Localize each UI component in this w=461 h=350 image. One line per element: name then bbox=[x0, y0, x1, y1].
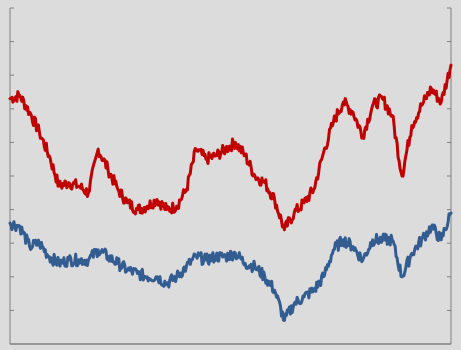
series-line-1 bbox=[8, 63, 453, 232]
series-line-2 bbox=[8, 211, 453, 322]
axes bbox=[9, 7, 452, 345]
series-layer bbox=[8, 63, 453, 322]
